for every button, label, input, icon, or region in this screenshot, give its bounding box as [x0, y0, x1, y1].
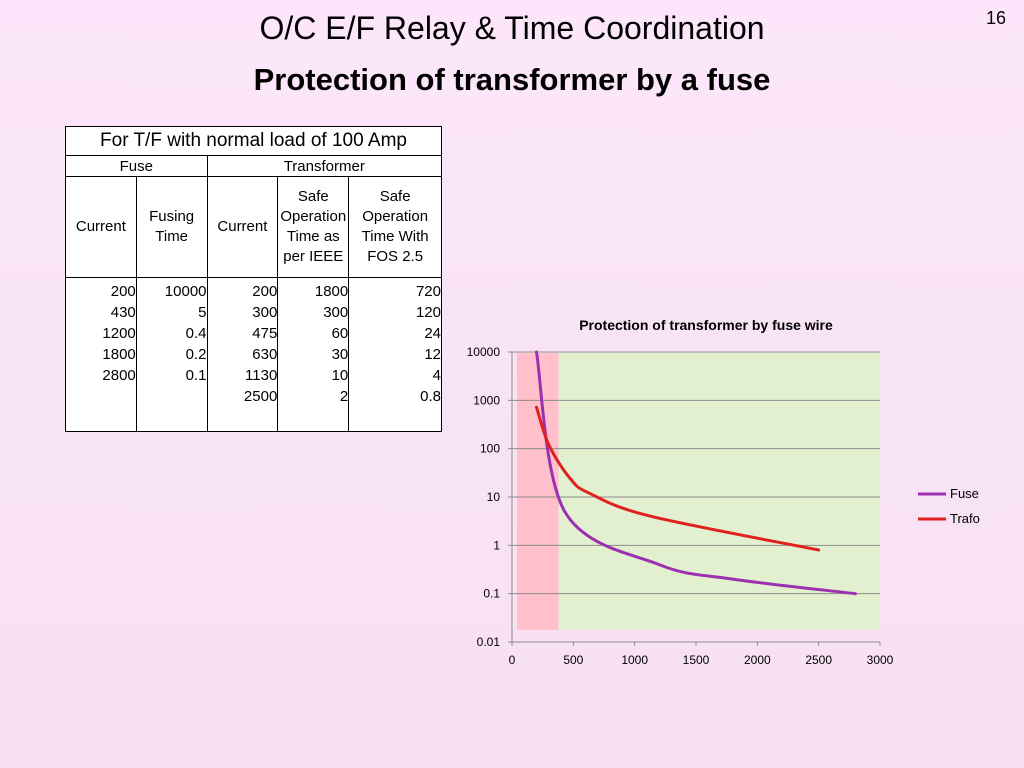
column-header: Safe Operation Time as per IEEE — [277, 176, 350, 278]
table-cell: 10000 — [164, 283, 207, 300]
column-header: Current — [206, 176, 279, 278]
table-cell: 60 — [331, 325, 349, 342]
shaded-region-1 — [558, 353, 880, 630]
table-cell: 720 — [415, 283, 441, 300]
table-cell: 2500 — [243, 388, 278, 405]
x-tick-label: 0 — [509, 653, 516, 667]
legend-label-fuse: Fuse — [950, 486, 979, 501]
table-cell: 1130 — [245, 367, 278, 384]
table-cell: 0.1 — [185, 367, 207, 384]
x-tick-label: 2000 — [744, 653, 771, 667]
table-cell: 10 — [331, 367, 349, 384]
column-header: Fusing Time — [135, 176, 208, 278]
x-tick-label: 1000 — [621, 653, 648, 667]
fuse-current-column: 200 430 1200 1800 2800 — [65, 277, 137, 432]
chart: Protection of transformer by fuse wire 0.… — [467, 317, 980, 667]
series-line-fuse — [535, 350, 857, 596]
column-header: Current — [65, 176, 137, 278]
y-tick-label: 1000 — [473, 393, 500, 407]
table-cell: 630 — [252, 346, 278, 363]
data-table: For T/F with normal load of 100 Amp Fuse… — [65, 126, 443, 432]
x-tick-label: 1500 — [683, 653, 710, 667]
ieee-time-column: 1800 300 60 30 10 2 — [277, 277, 350, 432]
shaded-region-0 — [516, 353, 559, 630]
slide-subtitle: Protection of transformer by a fuse — [253, 62, 771, 97]
table-cell: 475 — [252, 325, 278, 342]
table-cell: 300 — [252, 304, 278, 321]
table-cell: 24 — [424, 325, 441, 342]
table-cell: 12 — [424, 346, 441, 363]
y-tick-label: 0.01 — [477, 635, 501, 649]
group-header-fuse: Fuse — [65, 155, 208, 177]
x-tick-label: 2500 — [805, 653, 832, 667]
y-tick-label: 100 — [480, 442, 500, 456]
series-line-trafo — [535, 405, 821, 552]
group-header-transformer: Transformer — [206, 155, 443, 177]
y-tick-label: 10 — [487, 490, 501, 504]
chart-title: Protection of transformer by fuse wire — [579, 317, 833, 333]
table-caption: For T/F with normal load of 100 Amp — [65, 126, 442, 156]
y-tick-label: 1 — [493, 538, 500, 552]
table-cell: 1800 — [314, 283, 349, 300]
table-cell: 1200 — [102, 325, 136, 342]
table-cell: 1800 — [102, 346, 136, 363]
table-cell: 0.2 — [185, 346, 207, 363]
column-header: Safe Operation Time With FOS 2.5 — [348, 176, 442, 278]
table-cell: 0.4 — [185, 325, 207, 342]
y-tick-label: 10000 — [467, 345, 501, 359]
table-cell: 430 — [110, 304, 136, 321]
table-cell: 5 — [198, 304, 207, 321]
x-tick-label: 500 — [563, 653, 583, 667]
slide-title: O/C E/F Relay & Time Coordination — [259, 10, 765, 46]
x-tick-label: 3000 — [867, 653, 894, 667]
fusing-time-column: 10000 5 0.4 0.2 0.1 — [135, 277, 208, 432]
legend-label-trafo: Trafo — [950, 511, 980, 526]
table-cell: 300 — [323, 304, 349, 321]
fos-time-column: 720 120 24 12 4 0.8 — [348, 277, 442, 432]
table-cell: 30 — [331, 346, 349, 363]
table-cell: 2800 — [102, 367, 136, 384]
table-cell: 2 — [339, 388, 349, 405]
transformer-current-column: 200 300 475 630 1130 2500 — [206, 277, 279, 432]
page-number: 16 — [985, 8, 1006, 28]
table-cell: 120 — [415, 304, 441, 321]
table-cell: 200 — [110, 283, 136, 300]
table-cell: 200 — [252, 283, 278, 300]
table-cell: 4 — [432, 367, 441, 384]
y-tick-label: 0.1 — [483, 587, 500, 601]
table-cell: 0.8 — [420, 388, 441, 405]
